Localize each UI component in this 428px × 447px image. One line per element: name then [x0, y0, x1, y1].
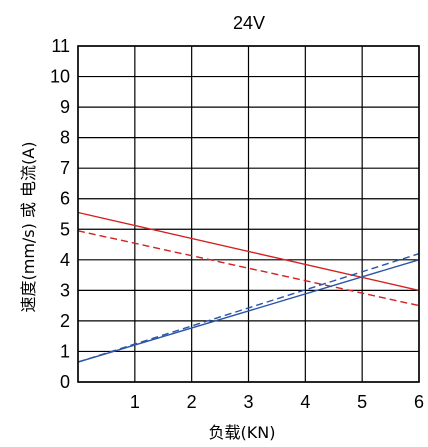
y-tick-label: 1 [60, 341, 70, 361]
plot-area [77, 211, 420, 363]
y-tick-label: 3 [60, 280, 70, 300]
x-ticks: 1 2 3 4 5 6 [130, 392, 424, 412]
series-line [77, 253, 420, 363]
y-tick-label: 7 [60, 158, 70, 178]
y-tick-label: 10 [50, 67, 70, 87]
series-line [77, 259, 420, 363]
x-tick-label: 3 [243, 392, 253, 412]
y-ticks: 0 1 2 3 4 5 6 7 8 9 10 11 [50, 36, 70, 392]
x-tick-label: 1 [130, 392, 140, 412]
x-tick-label: 5 [357, 392, 367, 412]
x-axis-label: 负载(KN) [209, 423, 276, 442]
y-tick-label: 6 [60, 189, 70, 209]
y-axis-label: 速度(mm/s) 或 电流(A) [19, 142, 38, 313]
series-line [77, 230, 420, 307]
y-tick-label: 4 [60, 250, 70, 270]
chart-title: 24V [233, 13, 265, 33]
x-tick-label: 2 [187, 392, 197, 412]
plot-frame [77, 45, 420, 383]
y-tick-label: 0 [60, 372, 70, 392]
y-tick-label: 2 [60, 311, 70, 331]
y-tick-label: 5 [60, 219, 70, 239]
x-tick-label: 6 [414, 392, 424, 412]
x-tick-label: 4 [300, 392, 310, 412]
grid [77, 45, 420, 383]
y-tick-label: 11 [51, 36, 70, 56]
y-tick-label: 8 [60, 128, 70, 148]
y-tick-label: 9 [60, 97, 70, 117]
